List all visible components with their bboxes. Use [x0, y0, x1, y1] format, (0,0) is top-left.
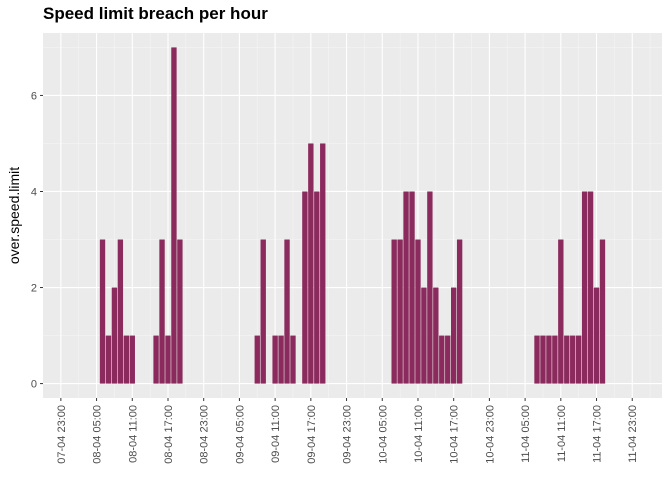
bar — [587, 191, 594, 384]
bar — [391, 239, 397, 384]
x-tick-label: 10-04 05:00 — [377, 405, 389, 464]
bar — [397, 239, 403, 384]
y-tick-label: 0 — [31, 379, 37, 391]
bar — [546, 335, 552, 384]
x-tick-label: 09-04 11:00 — [270, 405, 282, 463]
x-tick-label: 10-04 11:00 — [413, 405, 425, 463]
bar — [593, 287, 600, 384]
x-tick-label: 09-04 17:00 — [306, 405, 318, 464]
x-tick-label: 11-04 17:00 — [592, 405, 604, 463]
bar — [314, 191, 320, 384]
bar — [540, 335, 546, 384]
bar — [165, 335, 171, 384]
x-tick-label: 09-04 05:00 — [234, 405, 246, 464]
bar — [570, 335, 576, 384]
bar — [260, 239, 266, 384]
bar — [159, 239, 165, 384]
x-tick-label: 11-04 11:00 — [556, 405, 568, 462]
bar — [575, 335, 582, 384]
bar — [254, 335, 260, 384]
y-tick-label: 4 — [31, 186, 37, 198]
x-tick-label: 08-04 17:00 — [163, 405, 175, 464]
bar — [558, 239, 564, 384]
bar — [433, 287, 439, 384]
bar — [129, 335, 135, 384]
bar — [415, 239, 421, 384]
bar — [552, 335, 558, 384]
x-tick-label: 09-04 23:00 — [342, 405, 354, 464]
bar — [456, 239, 463, 384]
x-tick-label: 07-04 23:00 — [56, 405, 68, 464]
bar — [278, 335, 284, 384]
y-axis-title: over.speed.limit — [6, 167, 22, 264]
bar — [445, 335, 451, 384]
bar — [105, 335, 112, 384]
bar — [534, 335, 540, 384]
x-tick-label: 10-04 23:00 — [484, 405, 496, 464]
bar — [581, 191, 588, 384]
bar — [99, 239, 106, 384]
y-tick-label: 6 — [31, 90, 37, 102]
bar — [117, 239, 124, 384]
bar — [403, 191, 409, 384]
bar — [599, 239, 606, 384]
bar — [302, 191, 308, 384]
bar — [439, 335, 445, 384]
y-tick-label: 2 — [31, 283, 37, 295]
bar — [284, 239, 290, 384]
x-tick-label: 08-04 05:00 — [92, 405, 104, 464]
bar — [177, 239, 183, 384]
x-tick-label: 11-04 23:00 — [627, 405, 639, 463]
x-tick-label: 08-04 23:00 — [199, 405, 211, 464]
bar — [272, 335, 278, 384]
bar — [290, 335, 296, 384]
bar — [564, 335, 570, 384]
bar — [111, 287, 118, 384]
bar — [308, 143, 314, 384]
bar — [451, 287, 457, 384]
bar — [427, 191, 433, 384]
x-tick-label: 11-04 05:00 — [520, 405, 532, 463]
bar — [171, 47, 177, 384]
chart-title: Speed limit breach per hour — [43, 4, 268, 23]
bar — [421, 287, 427, 384]
bar — [123, 335, 130, 384]
x-tick-label: 10-04 17:00 — [449, 405, 461, 464]
bar — [320, 143, 326, 384]
bar — [409, 191, 415, 384]
x-tick-label: 08-04 11:00 — [127, 405, 139, 463]
bar — [153, 335, 159, 384]
